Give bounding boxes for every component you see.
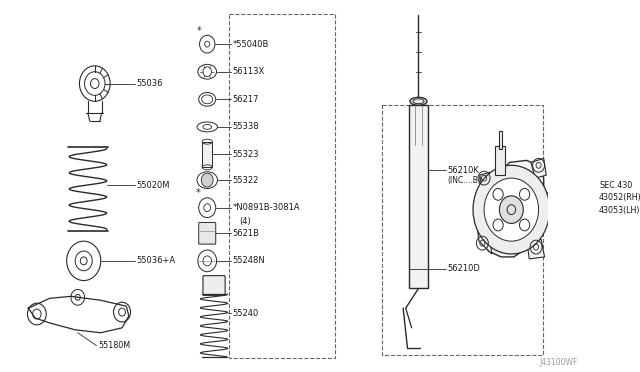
- Text: 56217: 56217: [233, 95, 259, 104]
- Circle shape: [201, 173, 213, 187]
- Text: (4): (4): [239, 217, 252, 226]
- Text: 56210K: 56210K: [447, 166, 479, 175]
- Text: 55020M: 55020M: [136, 180, 170, 189]
- Text: 55180M: 55180M: [98, 341, 131, 350]
- Polygon shape: [478, 160, 544, 257]
- Text: 43053(LH): 43053(LH): [599, 206, 640, 215]
- Text: J43100WF: J43100WF: [540, 358, 578, 367]
- Circle shape: [484, 178, 539, 241]
- Polygon shape: [527, 239, 545, 259]
- Circle shape: [473, 165, 550, 254]
- Text: (INC....B): (INC....B): [447, 176, 481, 185]
- Text: 55322: 55322: [233, 176, 259, 185]
- Polygon shape: [477, 227, 492, 254]
- Circle shape: [499, 196, 524, 224]
- Polygon shape: [495, 145, 506, 175]
- Polygon shape: [480, 172, 493, 190]
- Text: *55040B: *55040B: [233, 40, 269, 49]
- Text: *N0891B-3081A: *N0891B-3081A: [233, 203, 300, 212]
- Text: 55240: 55240: [233, 308, 259, 318]
- Text: 43052(RH): 43052(RH): [599, 193, 640, 202]
- Text: 56210D: 56210D: [447, 264, 481, 273]
- Ellipse shape: [410, 97, 427, 105]
- Text: 56113X: 56113X: [233, 67, 265, 76]
- Text: *: *: [197, 26, 202, 36]
- Polygon shape: [499, 131, 502, 148]
- Text: 55338: 55338: [233, 122, 259, 131]
- Text: 55323: 55323: [233, 150, 259, 159]
- Text: 5621B: 5621B: [233, 229, 260, 238]
- Bar: [202, 142, 212, 167]
- Text: 55036+A: 55036+A: [136, 256, 175, 265]
- Bar: [229, 14, 335, 358]
- Bar: [381, 105, 543, 355]
- FancyBboxPatch shape: [198, 222, 216, 244]
- Text: SEC.430: SEC.430: [599, 180, 632, 189]
- FancyBboxPatch shape: [203, 276, 225, 295]
- Text: *: *: [196, 188, 201, 198]
- Text: 55248N: 55248N: [233, 256, 266, 265]
- Polygon shape: [531, 158, 547, 178]
- Text: 55036: 55036: [136, 79, 163, 88]
- Bar: [409, 105, 428, 288]
